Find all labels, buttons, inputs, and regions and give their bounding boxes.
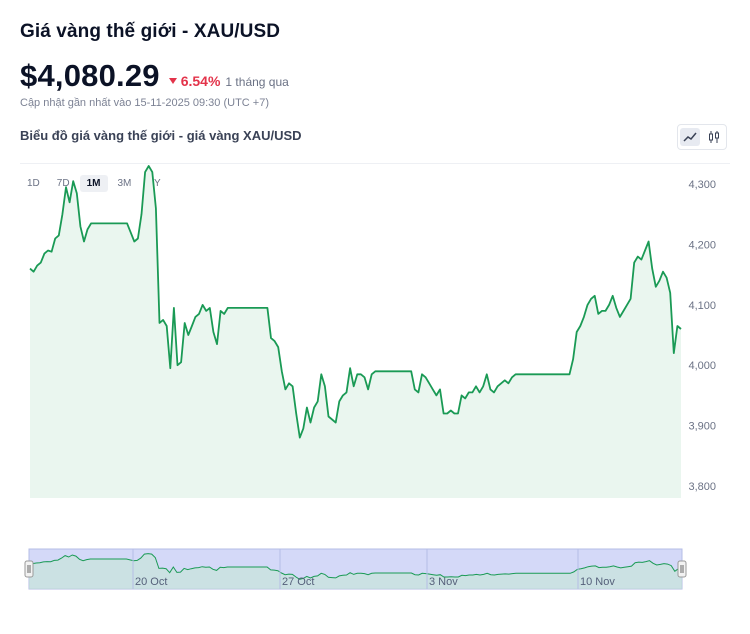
price-line [29,165,682,439]
y-tick-label: 4,200 [688,240,716,252]
y-tick-label: 4,100 [688,300,716,312]
price-area [30,166,681,498]
navigator-date-label: 3 Nov [429,576,458,588]
y-tick-label: 4,000 [688,360,716,372]
line-chart-button[interactable] [680,128,700,146]
change-percent: 6.54% [180,73,221,89]
period-1d[interactable]: 1D [27,178,40,189]
period-1y[interactable]: 1Y [148,178,161,189]
change-period: 1 tháng qua [225,75,289,89]
navigator-date-label: 27 Oct [282,576,314,588]
navigator-line [28,553,683,580]
navigator-right-handle[interactable] [677,560,687,578]
line-chart-icon [683,132,697,142]
y-tick-label: 4,300 [688,179,716,191]
last-updated: Cập nhật gần nhất vào 15-11-2025 09:30 (… [20,97,269,109]
navigator-date-label: 20 Oct [135,576,167,588]
period-3m[interactable]: 3M [117,178,132,189]
navigator-date-label: 10 Nov [580,576,615,588]
navigator-area [29,553,682,589]
period-selector: 1D 7D 1M 3M 1Y [20,175,171,192]
candlestick-chart-button[interactable] [704,128,724,146]
price-change: 6.54% 1 tháng qua [168,73,289,89]
candlestick-icon [709,131,719,143]
chart-view-toggle [677,124,727,150]
period-1m[interactable]: 1M [79,175,108,192]
down-arrow-icon [168,78,177,84]
y-tick-label: 3,900 [688,421,716,433]
section-divider [20,163,730,164]
page-title: Giá vàng thế giới - XAU/USD [20,21,281,42]
chart-title: Biểu đồ giá vàng thế giới - giá vàng XAU… [20,128,302,143]
navigator-left-handle[interactable] [24,560,34,578]
y-tick-label: 3,800 [688,481,716,493]
period-7d[interactable]: 7D [56,178,70,189]
price-summary: $4,080.29 6.54% 1 tháng qua [20,58,289,94]
current-price: $4,080.29 [20,58,160,93]
